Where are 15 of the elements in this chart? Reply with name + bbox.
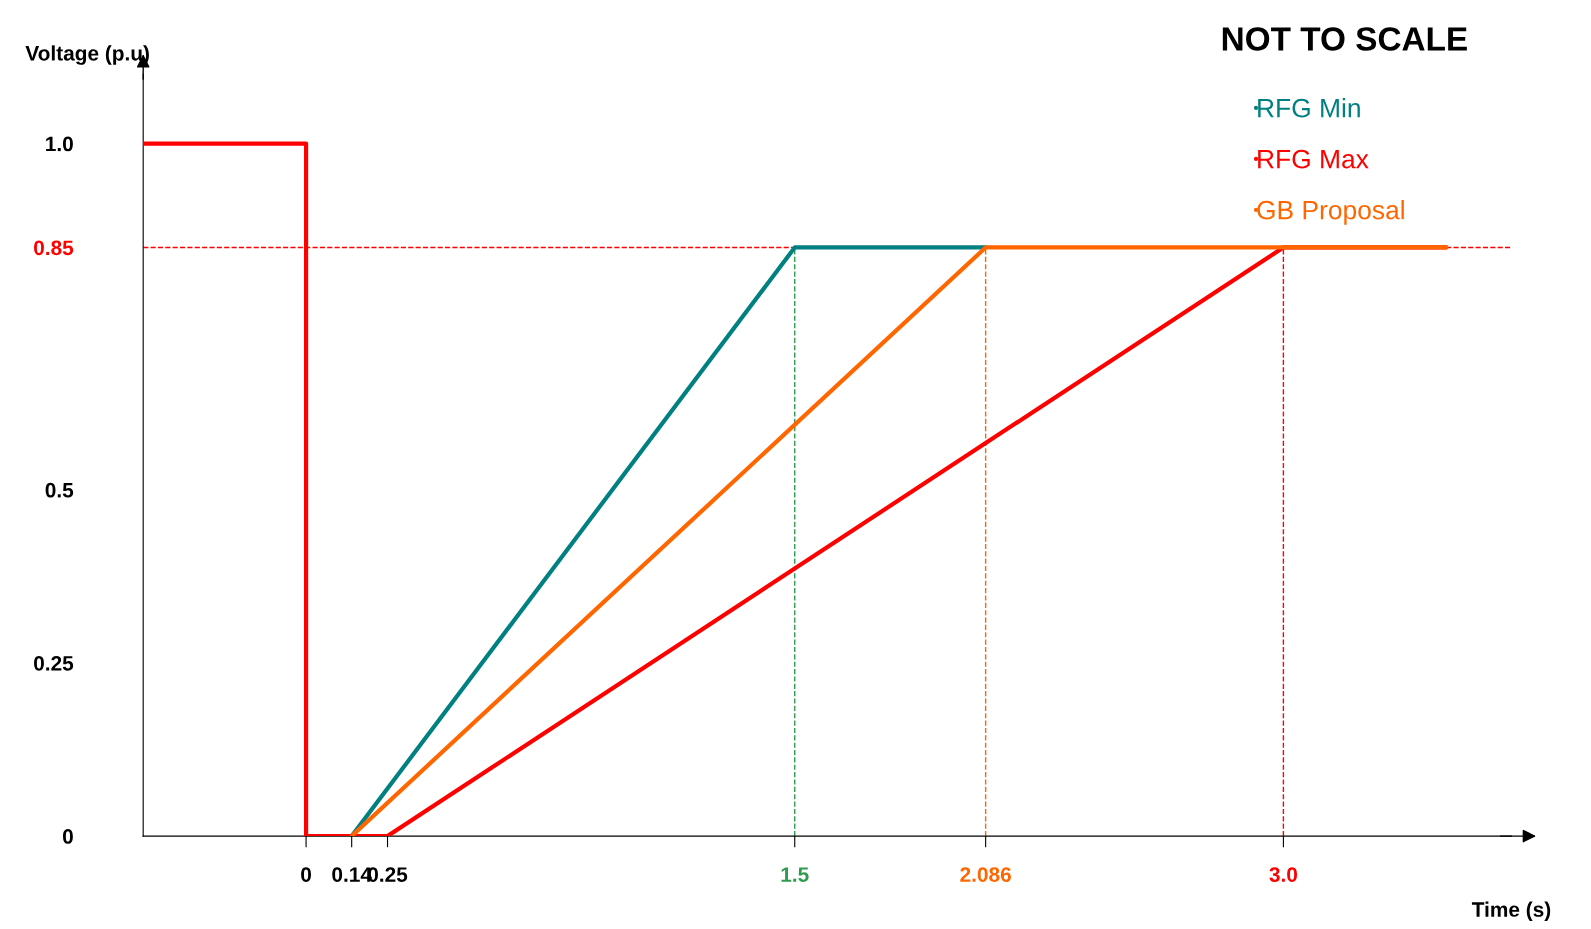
x-tick-label: 1.5 (781, 867, 809, 882)
x-axis-title: Time (s) (1471, 901, 1551, 921)
x-tick-label: 3.0 (1269, 867, 1298, 882)
y-tick-label: 1.0 (46, 136, 73, 152)
x-tick-label: 0 (301, 867, 312, 882)
legend-label: RFG Max (1258, 149, 1369, 169)
y-axis-title: Voltage (p.u) (25, 45, 149, 65)
y-tick-label: 0.85 (34, 240, 74, 256)
text: NOT TO SCALE (1222, 27, 1467, 51)
y-tick-label: 0.5 (45, 482, 74, 498)
legend-label: RFG Min (1258, 98, 1360, 118)
y-tick-label: 0 (62, 829, 73, 844)
x-tick-label: 2.086 (960, 867, 1011, 882)
y-tick-label: 0.25 (34, 655, 74, 671)
legend-label: GB Proposal (1257, 200, 1404, 225)
